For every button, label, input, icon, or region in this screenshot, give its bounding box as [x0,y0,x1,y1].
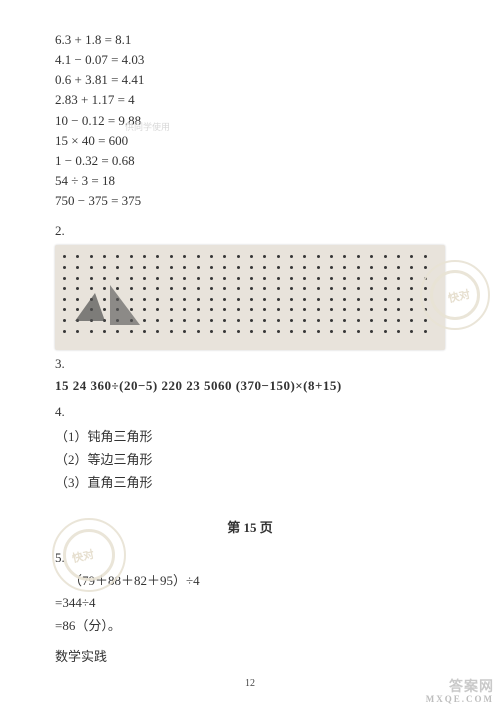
equation: 15 × 40 = 600 [55,131,445,151]
section-2: 2. [55,223,445,239]
equation: 10 − 0.12 = 9.88 [55,111,445,131]
equation: 54 ÷ 3 = 18 [55,171,445,191]
faint-watermark: 供同学使用 [125,120,170,133]
section-3: 3. [55,356,445,372]
equation: 4.1 − 0.07 = 4.03 [55,50,445,70]
calc-line: （79＋88＋82＋95）÷4 [69,570,445,593]
corner-watermark: 答案网 MXQE.COM [426,680,494,705]
corner-main: 答案网 [426,680,494,695]
practice-label: 数学实践 [55,646,445,665]
triangle-shape [75,293,105,321]
triangle-shape [110,285,140,325]
sub-answer-list: （1）钝角三角形 （2）等边三角形 （3）直角三角形 [55,426,445,494]
corner-url: MXQE.COM [426,695,494,705]
calc-line: =344÷4 [55,592,445,615]
sub-item: （3）直角三角形 [55,472,445,495]
sub-item: （2）等边三角形 [55,449,445,472]
sub-item: （1）钝角三角形 [55,426,445,449]
equation: 6.3 + 1.8 = 8.1 [55,30,445,50]
dot-grid-figure [55,245,445,350]
equation-list: 6.3 + 1.8 = 8.1 4.1 − 0.07 = 4.03 0.6 + … [55,30,445,211]
answer-bold-line: 15 24 360÷(20−5) 220 23 5060 (370−150)×(… [55,378,445,394]
calc-line: =86（分）。 [55,615,445,638]
equation: 2.83 + 1.17 = 4 [55,90,445,110]
equation: 750 − 375 = 375 [55,191,445,211]
section-4: 4. [55,404,445,420]
equation: 0.6 + 3.81 = 4.41 [55,70,445,90]
equation: 1 − 0.32 = 0.68 [55,151,445,171]
